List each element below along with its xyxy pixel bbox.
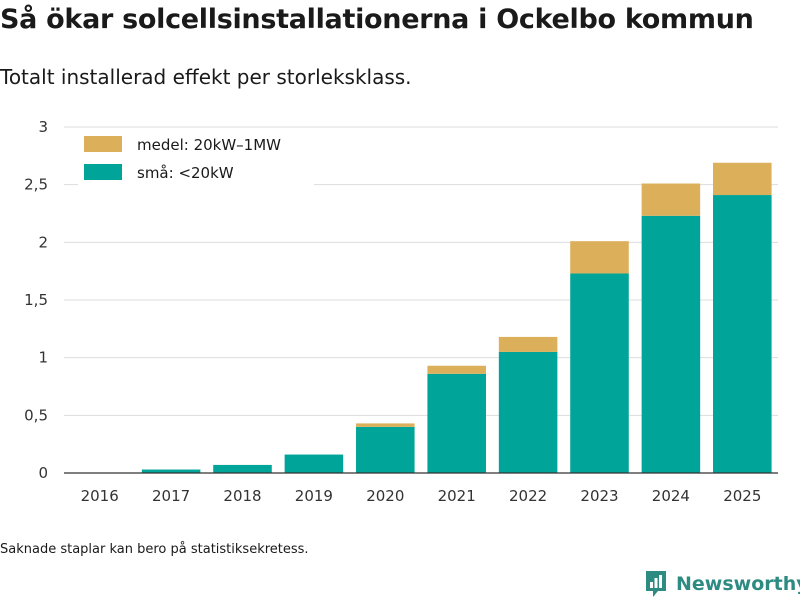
bar-medium-2020 <box>356 423 415 427</box>
y-tick-label: 3 <box>38 118 48 136</box>
bar-medium-2021 <box>427 365 486 374</box>
bar-medium-2024 <box>641 183 701 216</box>
x-tick-label: 2024 <box>652 487 690 505</box>
stacked-bar-chart: 0 0,5 1 1,5 2 2,5 3 2016 2017 2018 2019 2020 2021 202… <box>24 118 778 505</box>
bar-medium-2025 <box>713 162 772 196</box>
footnote: Saknade staplar kan bero på statistiksek… <box>0 542 309 557</box>
bar-medium-2023 <box>570 241 629 274</box>
chart-subtitle: Totalt installerad effekt per storlekskl… <box>0 65 412 89</box>
legend-swatch <box>84 136 122 152</box>
x-tick-label: 2016 <box>81 487 119 505</box>
bar-small-2018 <box>213 464 272 473</box>
bar-small-2017 <box>141 469 201 473</box>
bar-small-2021 <box>427 373 486 473</box>
x-tick-label: 2021 <box>438 487 476 505</box>
x-tick-label: 2020 <box>366 487 404 505</box>
x-tick-label: 2023 <box>580 487 618 505</box>
bar-small-2023 <box>570 273 629 473</box>
x-tick-label: 2025 <box>723 487 761 505</box>
y-tick-label: 0 <box>38 464 48 482</box>
legend-swatch <box>84 164 122 180</box>
bar-small-2019 <box>284 454 344 473</box>
brand-name: Newsworthy <box>676 573 800 595</box>
bar-small-2020 <box>356 426 415 473</box>
bar-medium-2022 <box>498 336 558 352</box>
y-tick-label: 0,5 <box>24 406 48 424</box>
bar-small-2024 <box>641 215 701 473</box>
legend-label: små: <20kW <box>137 164 234 182</box>
chart-title: Så ökar solcellsinstallationerna i Ockel… <box>0 4 754 35</box>
legend-label: medel: 20kW–1MW <box>137 136 281 154</box>
bar-small-2022 <box>498 351 558 473</box>
x-tick-label: 2022 <box>509 487 547 505</box>
x-tick-label: 2018 <box>223 487 261 505</box>
y-tick-label: 2,5 <box>24 176 48 194</box>
x-tick-label: 2019 <box>295 487 333 505</box>
y-tick-label: 2 <box>38 233 48 251</box>
bar-chart-logo-icon <box>646 571 666 597</box>
y-tick-label: 1 <box>38 349 48 367</box>
bar-small-2025 <box>713 195 772 473</box>
x-tick-label: 2017 <box>152 487 190 505</box>
brand-logo[interactable]: Newsworthy <box>644 570 800 598</box>
y-tick-label: 1,5 <box>24 291 48 309</box>
